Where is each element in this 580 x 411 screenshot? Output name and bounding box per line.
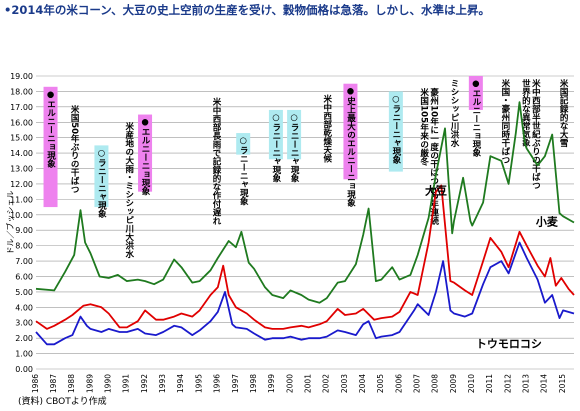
event-box <box>236 133 251 155</box>
event-box <box>268 109 283 160</box>
event-box <box>94 145 109 208</box>
y-tick-label: 18.00 <box>10 87 33 96</box>
x-tick-label: 2003 <box>340 374 349 393</box>
event-box <box>138 114 153 192</box>
x-tick-label: 2011 <box>485 374 494 393</box>
event-label: ●史上最大のエルニーニョ現象 <box>345 87 355 208</box>
y-axis-label: ドル／ブッシェル <box>5 191 15 255</box>
x-tick-label: 2012 <box>503 374 512 393</box>
series-line-大豆 <box>35 101 575 304</box>
event-label: ミシシッピ川洪水 <box>449 79 460 148</box>
y-tick-label: 11.00 <box>10 195 33 204</box>
event-label: 米中西部半世紀ぶりの干ばつ <box>530 78 541 189</box>
y-tick-label: 10.00 <box>10 211 33 220</box>
x-tick-label: 1995 <box>194 374 203 393</box>
event-label: ●エルニーニョ現象 <box>140 118 150 197</box>
event-label: ○ラニーニャ現象 <box>238 136 248 206</box>
x-tick-label: 1991 <box>122 374 131 393</box>
event-label: 米国・豪州同時干ばつ <box>500 78 511 164</box>
event-label: ○ラニーニャ現象 <box>391 94 401 164</box>
event-label: 米中西部長雨で記録的な作付遅れ <box>211 97 221 226</box>
y-tick-label: 19.00 <box>10 72 33 81</box>
series-label: 小麦 <box>535 215 559 229</box>
y-tick-label: 13.00 <box>10 165 33 174</box>
x-tick-label: 2006 <box>394 374 403 393</box>
y-tick-label: 3.00 <box>15 319 33 328</box>
series-line-トウモロコシ <box>35 241 575 346</box>
x-tick-label: 2009 <box>449 374 458 393</box>
event-box <box>343 83 358 180</box>
x-tick-label: 2013 <box>522 374 531 393</box>
source-note: (資料) CBOTより作成 <box>18 397 107 407</box>
y-tick-label: 7.00 <box>15 257 33 266</box>
y-tick-label: 12.00 <box>10 180 33 189</box>
x-tick-label: 1989 <box>85 374 94 393</box>
y-tick-label: 4.00 <box>15 303 33 312</box>
x-tick-label: 2001 <box>303 374 312 393</box>
x-tick-label: 1994 <box>176 374 185 393</box>
y-tick-label: 9.00 <box>15 226 33 235</box>
event-box <box>287 109 302 160</box>
series-lines <box>35 101 575 346</box>
series-label: 大豆 <box>425 184 447 198</box>
x-tick-label: 2010 <box>467 374 476 393</box>
page-title: •2014年の米コーン、大豆の史上空前の生産を受け、穀物価格は急落。しかし、水準… <box>4 3 491 17</box>
event-label: ○ラニーニャ現象 <box>289 113 299 183</box>
event-label: 米産地の大雨・ミシシッピ川大洪水 <box>124 122 135 260</box>
event-label: 米国記録的な大雪 <box>558 78 568 148</box>
y-tick-label: 1.00 <box>15 350 33 359</box>
event-label: ○ラニーニャ現象 <box>96 148 106 218</box>
x-tick-label: 1998 <box>249 374 258 393</box>
x-tick-label: 2007 <box>413 374 422 393</box>
event-label: ●エルニーニョ現象 <box>46 90 56 169</box>
x-tick-label: 2002 <box>322 374 331 393</box>
event-label: 世界的な異常気象 <box>520 78 530 148</box>
y-tick-label: 5.00 <box>15 288 33 297</box>
event-label: ●エルニーニョ現象 <box>471 79 481 158</box>
x-tick-label: 1990 <box>104 374 113 393</box>
series-line-小麦 <box>35 184 575 330</box>
x-tick-label: 1992 <box>140 374 149 393</box>
event-label: 米中西部乾燥天候 <box>322 94 332 164</box>
event-label: ○ラニーニャ現象 <box>271 113 281 183</box>
y-tick-label: 17.00 <box>10 103 33 112</box>
y-tick-label: 0.00 <box>15 365 33 374</box>
x-tick-label: 2015 <box>558 374 567 393</box>
series-label: トウモロコシ <box>476 337 542 350</box>
x-tick-label: 2008 <box>431 374 440 393</box>
event-label: 米国50年ぶりの干ばつ <box>69 105 80 194</box>
x-tick-label: 2000 <box>285 374 294 393</box>
x-tick-label: 2014 <box>540 374 549 393</box>
x-tick-label: 2004 <box>358 374 367 393</box>
y-tick-label: 2.00 <box>15 334 33 343</box>
event-label: 豪州10年に一度の干ばつが2年連続 <box>429 88 440 226</box>
x-tick-label: 2005 <box>376 374 385 393</box>
x-tick-label: 1996 <box>213 374 222 393</box>
x-tick-label: 1993 <box>158 374 167 393</box>
event-annotations: ●エルニーニョ現象 米国50年ぶりの干ばつ ○ラニーニャ現象 米産地の大雨・ミシシッピ… <box>43 76 568 260</box>
axes: 0.00 1.00 2.00 3.00 4.00 5.00 6.00 7.00 8.00 9.00… <box>5 72 567 393</box>
x-tick-label: 1988 <box>67 374 76 393</box>
x-tick-label: 1997 <box>231 374 240 393</box>
x-tick-label: 1987 <box>49 374 58 393</box>
x-tick-label: 1999 <box>267 374 276 393</box>
event-box <box>388 91 403 172</box>
y-tick-label: 15.00 <box>10 134 33 143</box>
y-tick-label: 6.00 <box>15 272 33 281</box>
x-tick-label: 1986 <box>31 374 40 393</box>
y-tick-label: 16.00 <box>10 118 33 127</box>
y-tick-label: 8.00 <box>15 242 33 251</box>
y-tick-label: 14.00 <box>10 149 33 158</box>
event-box <box>468 76 483 110</box>
event-box <box>43 86 58 208</box>
event-label: 米国105年来の厳冬 <box>419 88 430 167</box>
